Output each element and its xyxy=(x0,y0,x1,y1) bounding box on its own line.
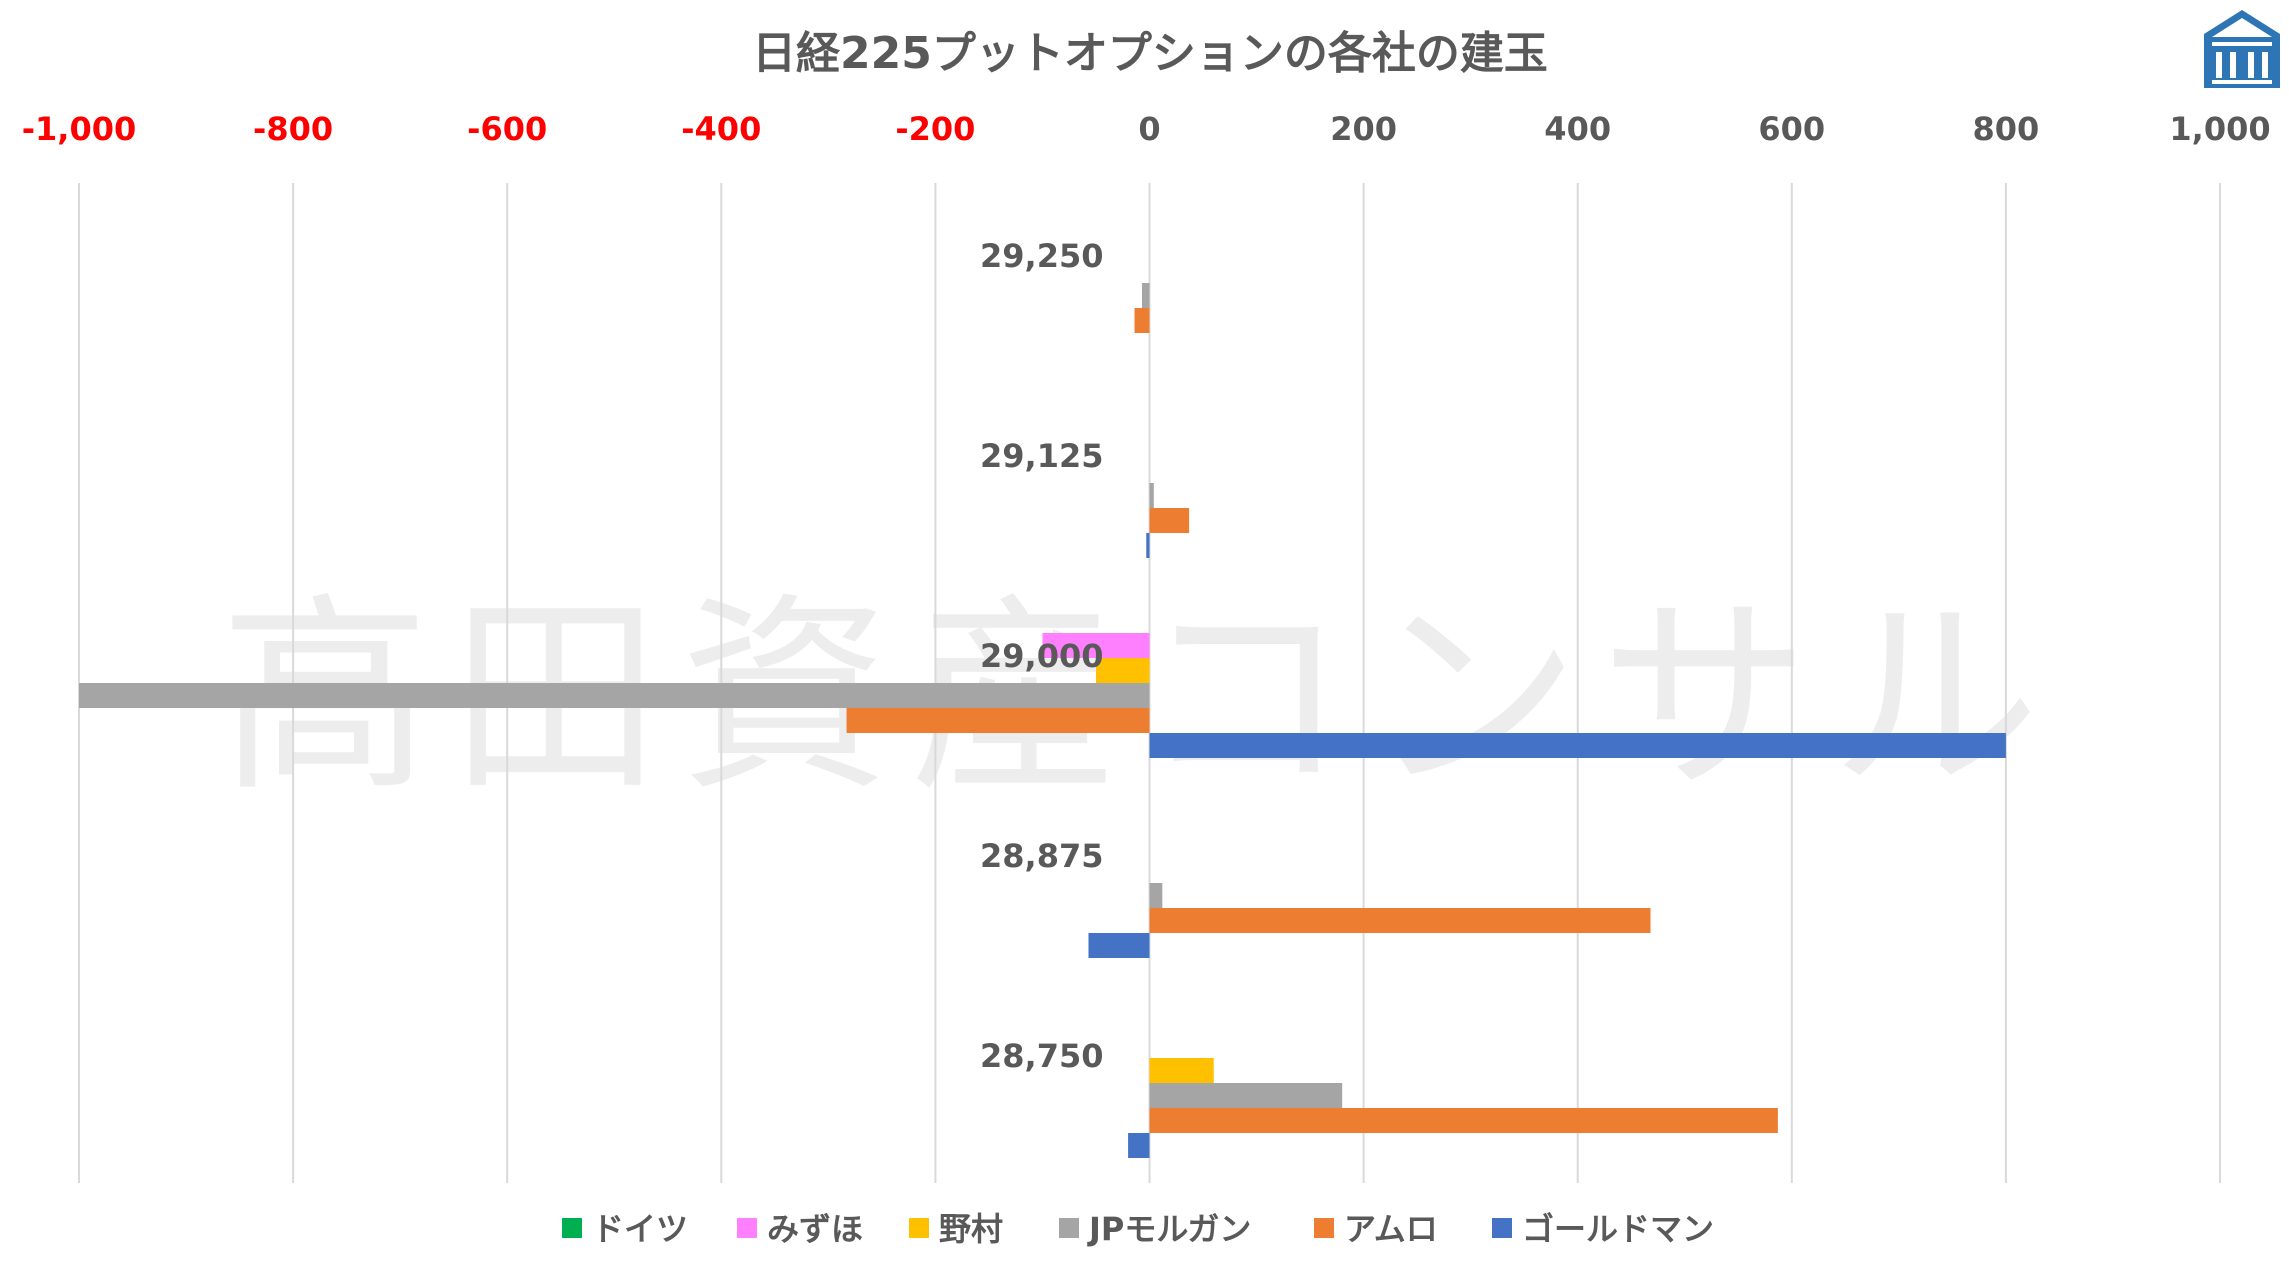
bar xyxy=(1149,1108,1778,1133)
legend-swatch xyxy=(1492,1218,1512,1238)
legend: ドイツ みずほ 野村 JPモルガン アムロ ゴールドマン xyxy=(562,1210,1714,1248)
x-tick-label: -1,000 xyxy=(22,110,137,148)
x-tick-label: 600 xyxy=(1758,110,1825,148)
bar xyxy=(846,708,1150,733)
x-tick-label: -800 xyxy=(253,110,333,148)
bar xyxy=(1142,283,1150,308)
category-label: 29,250 xyxy=(980,237,1103,275)
x-tick-label: -400 xyxy=(681,110,761,148)
legend-label: JPモルガン xyxy=(1087,1210,1251,1248)
chart-title: 日経225プットオプションの各社の建玉 xyxy=(752,28,1548,79)
x-tick-label: 0 xyxy=(1138,110,1160,148)
x-tick-label: -600 xyxy=(467,110,547,148)
building-logo-icon xyxy=(2204,10,2280,88)
legend-label: ドイツ xyxy=(592,1210,688,1248)
legend-swatch xyxy=(1314,1218,1334,1238)
bar xyxy=(1042,633,1150,658)
x-tick-label: 200 xyxy=(1330,110,1397,148)
bar xyxy=(1149,908,1651,933)
legend-swatch xyxy=(737,1218,757,1238)
category-label: 29,000 xyxy=(980,637,1103,675)
category-label: 28,750 xyxy=(980,1037,1103,1075)
legend-swatch xyxy=(909,1218,929,1238)
bars xyxy=(79,283,2006,1158)
bar xyxy=(1134,308,1150,333)
bar xyxy=(1149,483,1154,508)
bar xyxy=(79,683,1150,708)
category-label: 28,875 xyxy=(980,837,1103,875)
legend-label: みずほ xyxy=(767,1210,863,1248)
x-tick-label: 800 xyxy=(1973,110,2040,148)
x-tick-label: 400 xyxy=(1544,110,1611,148)
legend-label: 野村 xyxy=(939,1210,1003,1248)
bar xyxy=(1149,883,1163,908)
legend-swatch xyxy=(1059,1218,1079,1238)
legend-label: アムロ xyxy=(1344,1210,1438,1248)
bar xyxy=(1088,933,1150,958)
x-axis-ticks: -1,000 -800 -600 -400 -200 0 200 400 600 800 1,000 xyxy=(22,110,2271,148)
bar xyxy=(1128,1133,1150,1158)
bar xyxy=(1149,1083,1343,1108)
x-tick-label: 1,000 xyxy=(2169,110,2270,148)
bar xyxy=(1095,658,1150,683)
bar xyxy=(1146,533,1150,558)
category-labels: 29,250 29,125 29,000 28,875 28,750 xyxy=(980,237,1103,1075)
bar xyxy=(1149,1058,1214,1083)
x-tick-label: -200 xyxy=(895,110,975,148)
legend-swatch xyxy=(562,1218,582,1238)
bar xyxy=(1149,508,1190,533)
category-label: 29,125 xyxy=(980,437,1103,475)
legend-label: ゴールドマン xyxy=(1522,1210,1714,1248)
bar xyxy=(1149,733,2006,758)
